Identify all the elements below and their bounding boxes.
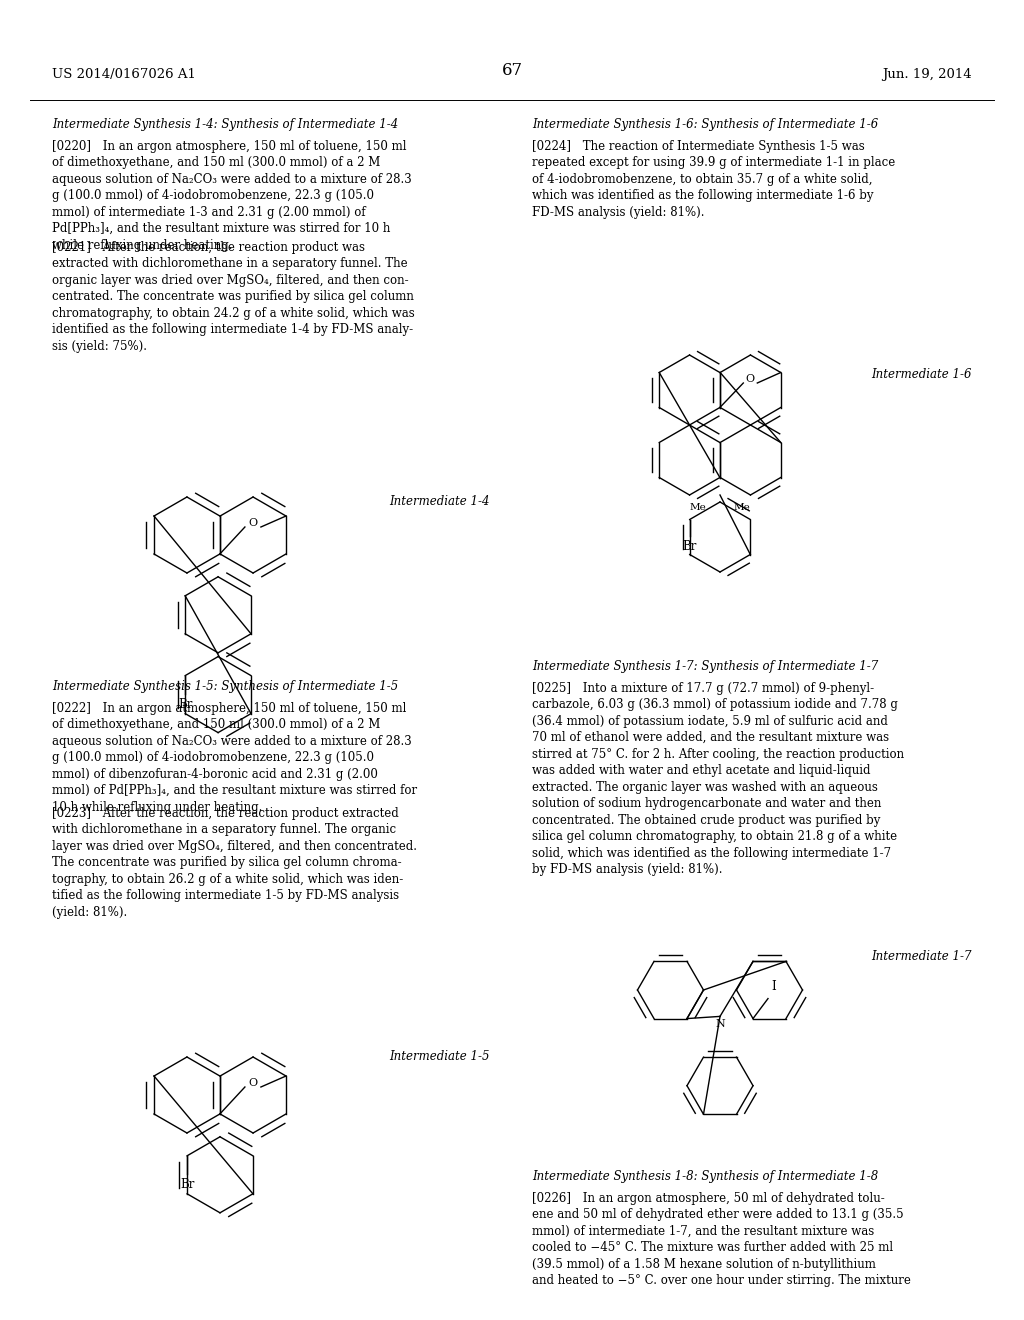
Text: Intermediate 1-5: Intermediate 1-5 (389, 1049, 490, 1063)
Text: Br: Br (180, 1177, 195, 1191)
Text: Intermediate Synthesis 1-4: Synthesis of Intermediate 1-4: Intermediate Synthesis 1-4: Synthesis of… (52, 117, 398, 131)
Text: Intermediate Synthesis 1-8: Synthesis of Intermediate 1-8: Intermediate Synthesis 1-8: Synthesis of… (532, 1170, 879, 1183)
Text: I: I (771, 979, 776, 993)
Text: Intermediate Synthesis 1-5: Synthesis of Intermediate 1-5: Intermediate Synthesis 1-5: Synthesis of… (52, 680, 398, 693)
Text: 67: 67 (502, 62, 522, 79)
Text: Br: Br (683, 540, 697, 553)
Text: O: O (249, 1078, 257, 1088)
Text: [0221] After the reaction, the reaction product was
extracted with dichlorometha: [0221] After the reaction, the reaction … (52, 240, 415, 352)
Text: Intermediate 1-6: Intermediate 1-6 (871, 368, 972, 381)
Text: Intermediate 1-7: Intermediate 1-7 (871, 950, 972, 964)
Text: Me: Me (733, 503, 751, 512)
Text: [0220] In an argon atmosphere, 150 ml of toluene, 150 ml
of dimethoxyethane, and: [0220] In an argon atmosphere, 150 ml of… (52, 140, 412, 252)
Text: Intermediate Synthesis 1-6: Synthesis of Intermediate 1-6: Intermediate Synthesis 1-6: Synthesis of… (532, 117, 879, 131)
Text: US 2014/0167026 A1: US 2014/0167026 A1 (52, 69, 196, 81)
Text: O: O (249, 517, 257, 528)
Text: [0226] In an argon atmosphere, 50 ml of dehydrated tolu-
ene and 50 ml of dehydr: [0226] In an argon atmosphere, 50 ml of … (532, 1192, 911, 1287)
Text: [0222] In an argon atmosphere, 150 ml of toluene, 150 ml
of dimethoxyethane, and: [0222] In an argon atmosphere, 150 ml of… (52, 702, 417, 813)
Text: N: N (715, 1019, 725, 1030)
Text: Br: Br (178, 697, 193, 710)
Text: [0224] The reaction of Intermediate Synthesis 1-5 was
repeated except for using : [0224] The reaction of Intermediate Synt… (532, 140, 895, 219)
Text: [0225] Into a mixture of 17.7 g (72.7 mmol) of 9-phenyl-
carbazole, 6.03 g (36.3: [0225] Into a mixture of 17.7 g (72.7 mm… (532, 681, 904, 876)
Text: Jun. 19, 2014: Jun. 19, 2014 (883, 69, 972, 81)
Text: [0223] After the reaction, the reaction product extracted
with dichloromethane i: [0223] After the reaction, the reaction … (52, 807, 417, 919)
Text: Me: Me (689, 503, 707, 512)
Text: O: O (745, 374, 755, 384)
Text: Intermediate Synthesis 1-7: Synthesis of Intermediate 1-7: Intermediate Synthesis 1-7: Synthesis of… (532, 660, 879, 673)
Text: Intermediate 1-4: Intermediate 1-4 (389, 495, 490, 508)
